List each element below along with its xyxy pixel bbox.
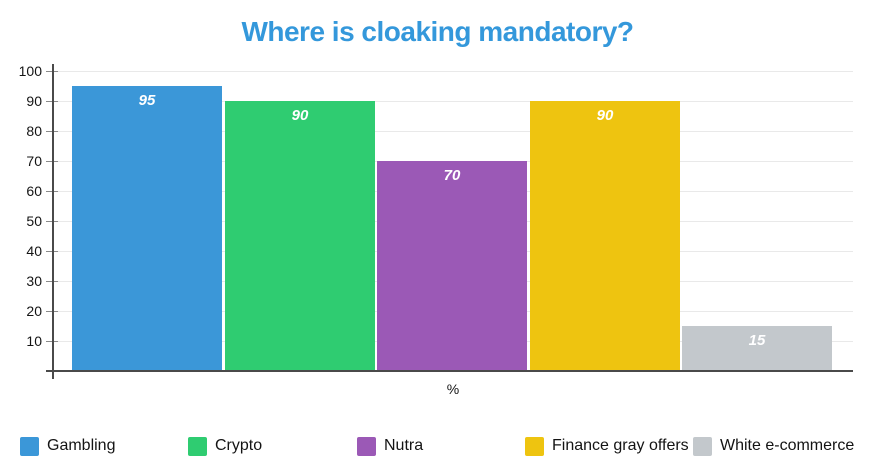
y-tick-label-100: 100 (18, 63, 42, 79)
legend-label: White e-commerce (720, 437, 855, 454)
bar-value-label: 90 (596, 107, 614, 124)
legend-item-crypto: Crypto (188, 434, 262, 458)
legend-swatch (188, 436, 207, 456)
legend-item-nutra: Nutra (357, 434, 423, 458)
legend-swatch (525, 436, 544, 456)
chart-title: Where is cloaking mandatory? (241, 16, 634, 47)
bar-value-label: 70 (443, 167, 461, 184)
gridline-90 (55, 101, 853, 102)
bar-white-e-commerce: 15 (682, 326, 832, 371)
legend-label: Gambling (47, 437, 116, 454)
legend-swatch (693, 436, 712, 456)
bar-value-label: 95 (138, 92, 156, 109)
legend-item-white-e-commerce: White e-commerce (693, 434, 854, 458)
plot-area: 95 90 70 90 15 (53, 71, 853, 371)
y-axis-line (52, 64, 54, 379)
y-tick-label-60: 60 (26, 183, 42, 199)
y-tick-label-30: 30 (26, 273, 42, 289)
bar-value-label: 90 (291, 107, 309, 124)
x-axis-line (46, 370, 853, 372)
y-tick-label-20: 20 (26, 303, 42, 319)
y-tick-label-80: 80 (26, 123, 42, 139)
bar-crypto: 90 (225, 101, 375, 371)
legend-label: Finance gray offers (552, 437, 689, 454)
bar-gambling: 95 (72, 86, 222, 371)
legend-label: Nutra (384, 437, 424, 454)
legend-label: Crypto (215, 437, 263, 454)
gridline-80 (55, 131, 853, 132)
y-tick-label-40: 40 (26, 243, 42, 259)
y-tick-label-70: 70 (26, 153, 42, 169)
y-tick-label-90: 90 (26, 93, 42, 109)
bar-value-label: 15 (748, 332, 766, 349)
x-axis-label: % (446, 381, 460, 397)
legend-item-finance-gray-offers: Finance gray offers (525, 434, 689, 458)
legend: Gambling Crypto Nutra Finance gray offers Wh… (0, 434, 875, 458)
legend-swatch (20, 436, 39, 456)
legend-item-gambling: Gambling (20, 434, 115, 458)
bar-nutra: 70 (377, 161, 527, 371)
bar-finance-gray-offers: 90 (530, 101, 680, 371)
legend-swatch (357, 436, 376, 456)
gridline-100 (55, 71, 853, 72)
y-tick-label-50: 50 (26, 213, 42, 229)
y-tick-label-10: 10 (26, 333, 42, 349)
